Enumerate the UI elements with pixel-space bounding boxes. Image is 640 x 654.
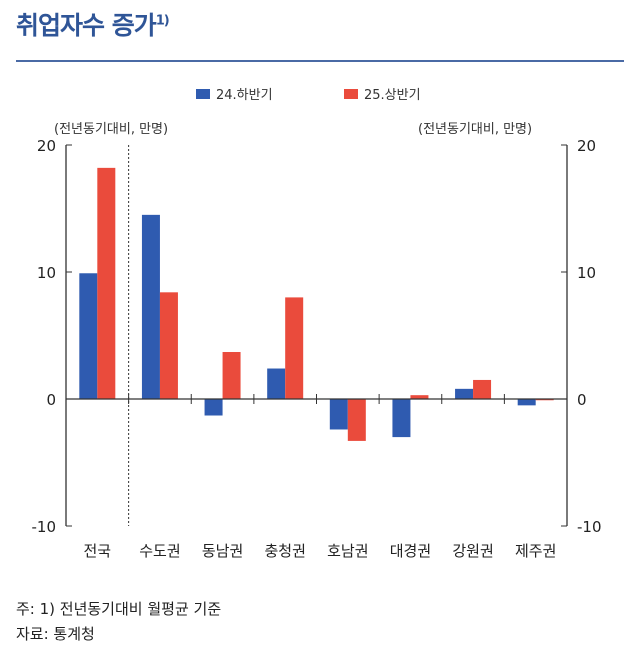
bar-chart: 24.하반기 25.상반기 (전년동기대비, 만명) (전년동기대비, 만명) -10 -… xyxy=(32,88,602,560)
y-axis-label-left: (전년동기대비, 만명) xyxy=(54,122,168,137)
title-footnote-mark: 1) xyxy=(155,13,170,29)
x-tick-label: 강원권 xyxy=(452,542,493,560)
bar-1-4 xyxy=(347,399,366,441)
x-tick-label: 제주권 xyxy=(515,542,556,560)
y-tick-label-left: -10 xyxy=(32,518,57,536)
x-tick-label: 동남권 xyxy=(202,542,243,560)
bar-1-5 xyxy=(410,395,429,399)
y-axis-label-right: (전년동기대비, 만명) xyxy=(418,122,532,137)
bar-0-0 xyxy=(79,273,98,399)
y-tick-label-right: 10 xyxy=(577,264,596,282)
x-tick-label: 대경권 xyxy=(390,542,431,560)
y-tick-label-right: 20 xyxy=(577,137,596,155)
bar-0-6 xyxy=(455,388,474,399)
x-tick-label: 호남권 xyxy=(327,542,368,560)
chart-title: 취업자수 증가1) xyxy=(16,6,170,42)
bar-1-2 xyxy=(222,352,241,399)
y-tick-label-left: 0 xyxy=(46,391,56,409)
bar-0-1 xyxy=(141,214,160,399)
bar-0-2 xyxy=(204,399,223,416)
legend-label: 25.상반기 xyxy=(364,88,421,103)
legend-label: 24.하반기 xyxy=(216,88,273,103)
x-tick-label: 충청권 xyxy=(264,542,305,560)
x-tick-label: 수도권 xyxy=(139,542,180,560)
y-tick-label-left: 10 xyxy=(37,264,56,282)
title-text: 취업자수 증가 xyxy=(16,11,157,40)
bar-0-7 xyxy=(517,399,536,406)
bar-1-3 xyxy=(285,297,304,399)
bar-1-0 xyxy=(97,167,116,399)
footnote: 주: 1) 전년동기대비 월평균 기준 xyxy=(16,600,222,618)
legend-swatch xyxy=(196,89,210,99)
bar-0-4 xyxy=(329,399,348,430)
y-tick-label-right: 0 xyxy=(577,391,587,409)
bar-0-3 xyxy=(267,368,286,399)
legend-swatch xyxy=(344,89,358,99)
x-tick-label: 전국 xyxy=(84,542,112,560)
bar-0-5 xyxy=(392,399,411,438)
bar-1-1 xyxy=(159,292,178,399)
title-divider xyxy=(16,60,624,62)
bar-1-6 xyxy=(473,379,492,399)
y-tick-label-left: 20 xyxy=(37,137,56,155)
source-note: 자료: 통계청 xyxy=(16,625,95,643)
y-tick-label-right: -10 xyxy=(577,518,602,536)
